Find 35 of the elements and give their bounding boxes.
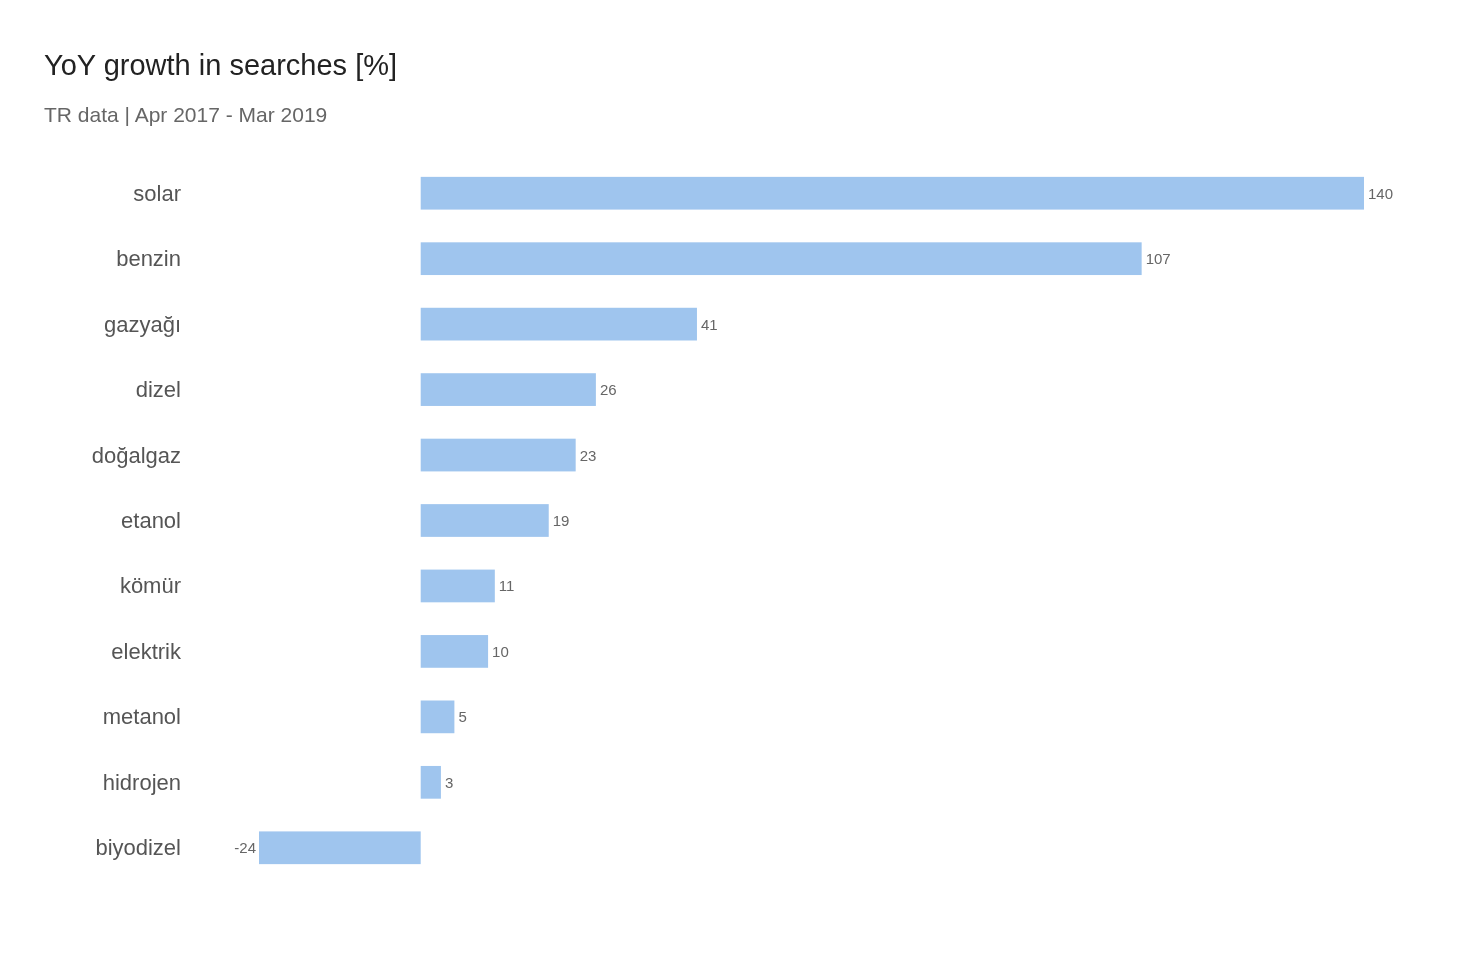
bar: [420, 242, 1142, 276]
bar: [259, 831, 421, 865]
y-tick-label: metanol: [102, 704, 181, 730]
bar: [420, 307, 697, 341]
bar: [420, 373, 596, 406]
data-label: 19: [552, 512, 570, 529]
y-tick-label: biyodizel: [95, 835, 181, 861]
bar: [420, 569, 495, 603]
data-label: 26: [599, 381, 617, 399]
bar: [420, 438, 576, 472]
data-label: 23: [579, 446, 597, 464]
bar: [420, 765, 441, 799]
data-label: 107: [1145, 250, 1171, 268]
bar: [420, 504, 549, 537]
y-tick-label: gazyağı: [103, 311, 181, 337]
y-tick-label: etanol: [121, 508, 181, 533]
data-label: 140: [1368, 184, 1394, 202]
data-label: 3: [444, 773, 454, 791]
bar: [420, 700, 455, 734]
y-tick-label: dizel: [135, 377, 181, 403]
y-tick-label: solar: [133, 180, 181, 206]
data-label: 5: [458, 708, 467, 726]
chart-title: YoY growth in searches [%]: [44, 49, 398, 81]
bar: [420, 176, 1364, 210]
data-label: 10: [492, 642, 509, 660]
data-label: 41: [700, 315, 718, 333]
y-tick-label: kömür: [119, 573, 181, 599]
y-tick-label: hidrojen: [102, 769, 181, 795]
y-tick-label: benzin: [116, 246, 181, 272]
y-tick-label: doğalgaz: [91, 442, 181, 468]
bar: [420, 635, 489, 668]
chart-subtitle: TR data | Apr 2017 - Mar 2019: [44, 103, 328, 126]
y-tick-label: elektrik: [111, 638, 182, 664]
data-label: 11: [498, 577, 515, 595]
data-label: -24: [234, 839, 256, 857]
